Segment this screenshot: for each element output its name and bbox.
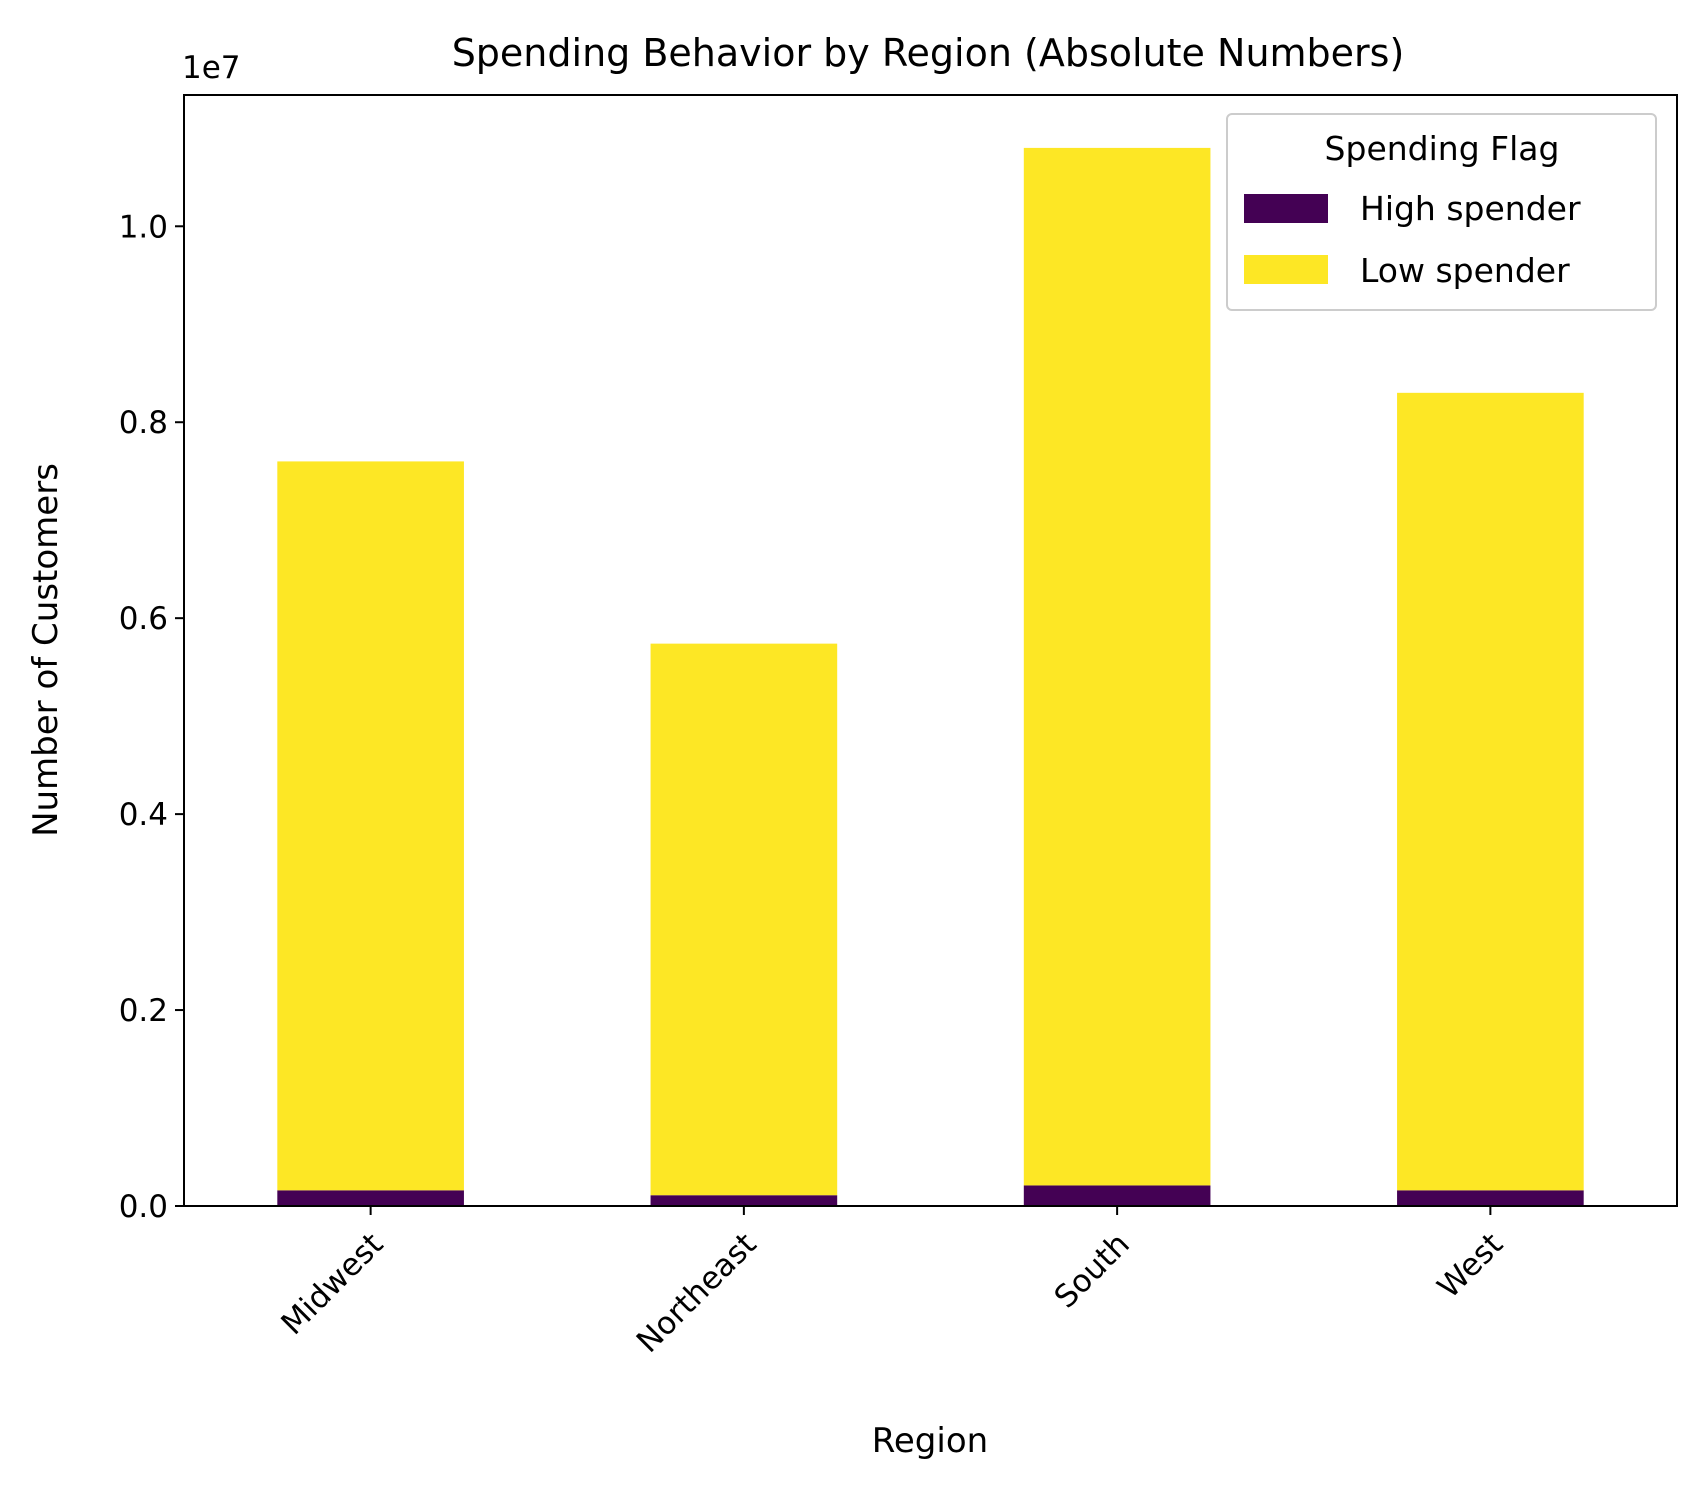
bar-west-low-spender <box>1397 392 1584 1191</box>
legend-label-low-spender: Low spender <box>1360 251 1570 290</box>
y-tick-label: 0.4 <box>119 797 168 833</box>
y-tick-label: 0.0 <box>119 1189 168 1225</box>
y-tick-label: 0.6 <box>119 601 168 637</box>
y-tick-label: 0.8 <box>119 405 168 441</box>
y-axis-ticks: 0.0 0.2 0.4 0.6 0.8 1.0 <box>119 209 184 1225</box>
bar-south-high-spender <box>1023 1185 1211 1206</box>
plot-area-frame <box>183 94 1678 1207</box>
legend-label-high-spender: High spender <box>1360 189 1581 228</box>
bar-south-low-spender <box>1023 147 1211 1186</box>
legend-frame <box>1226 113 1657 311</box>
y-tick-label: 1.0 <box>119 209 168 245</box>
y-axis-offset-label: 1e7 <box>182 50 241 86</box>
bar-northeast-low-spender <box>650 643 838 1196</box>
legend-title: Spending Flag <box>1325 129 1560 168</box>
chart-title: Spending Behavior by Region (Absolute Nu… <box>452 31 1405 75</box>
y-axis-label: Number of Customers <box>26 463 66 837</box>
legend-swatch-high-spender <box>1244 194 1328 223</box>
legend-swatch-low-spender <box>1244 255 1328 284</box>
bar-midwest-high-spender <box>277 1190 464 1206</box>
bar-northeast-high-spender <box>650 1195 838 1206</box>
x-axis-label: Region <box>872 1421 988 1461</box>
legend: Spending Flag High spender Low spender <box>1226 113 1657 311</box>
bar-west-high-spender <box>1397 1190 1584 1206</box>
y-tick-label: 0.2 <box>119 993 168 1029</box>
bar-midwest-low-spender <box>277 461 464 1191</box>
bars-group <box>277 147 1584 1206</box>
